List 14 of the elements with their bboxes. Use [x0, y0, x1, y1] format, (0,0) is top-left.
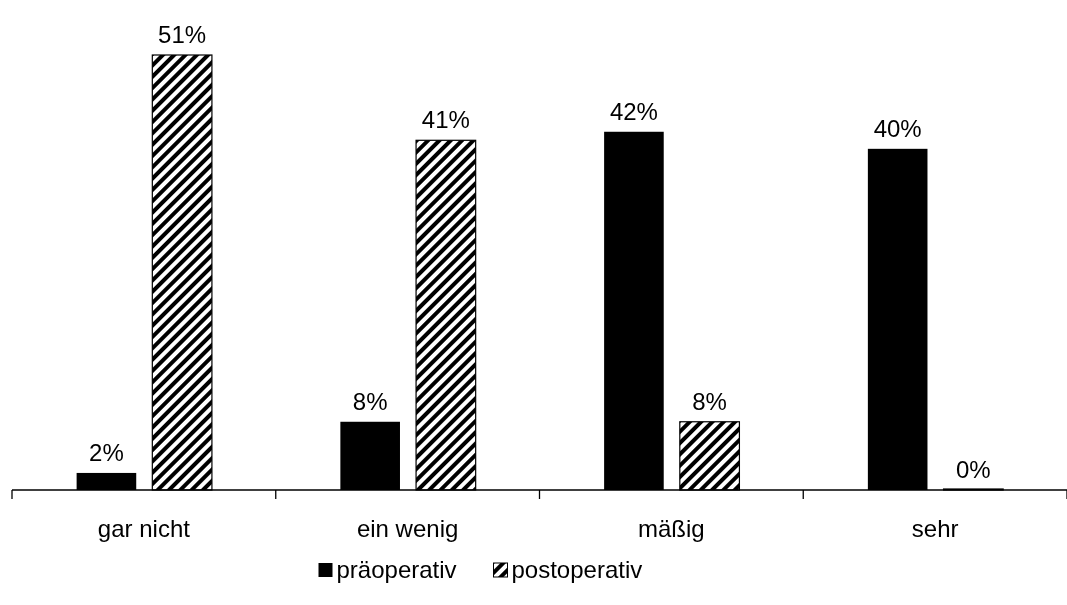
x-tick-label: ein wenig: [356, 515, 459, 542]
x-tick-label: sehr: [911, 515, 959, 542]
legend-label: postoperativ: [511, 556, 643, 583]
data-label: 0%: [956, 456, 991, 483]
legend-label: präoperativ: [336, 556, 457, 583]
data-label: 51%: [158, 21, 207, 48]
data-label: 2%: [89, 438, 124, 466]
data-label: 41%: [421, 106, 470, 134]
data-label: 8%: [692, 387, 727, 415]
data-label: 8%: [352, 387, 388, 415]
x-tick-label: mäßig: [638, 515, 705, 542]
data-label: 42%: [609, 97, 658, 125]
x-tick-label: gar nicht: [97, 515, 191, 542]
data-label: 40%: [873, 114, 922, 142]
